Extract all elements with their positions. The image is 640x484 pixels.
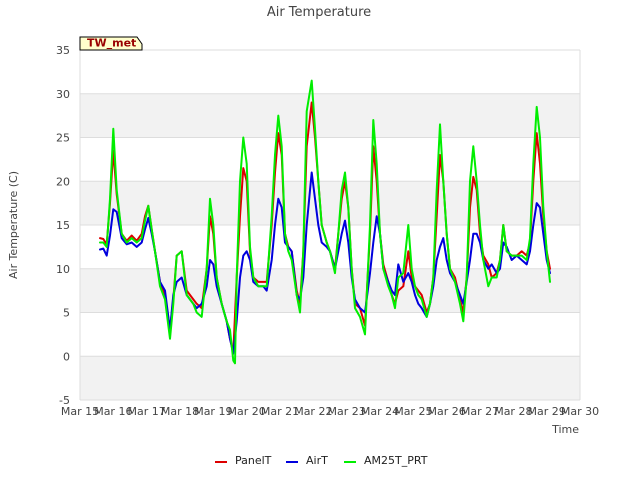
x-tick-label: Mar 28 — [494, 405, 532, 418]
x-tick-label: Mar 19 — [194, 405, 232, 418]
y-tick-label: 35 — [56, 44, 70, 57]
station-badge: TW_met — [79, 36, 143, 51]
y-tick-label: 25 — [56, 132, 70, 145]
x-tick-label: Mar 30 — [561, 405, 599, 418]
x-tick-label: Mar 29 — [528, 405, 566, 418]
x-tick-label: Mar 15 — [61, 405, 99, 418]
legend-item-am25t_prt: AM25T_PRT — [344, 454, 428, 467]
y-tick-label: 5 — [63, 307, 70, 320]
legend-label: AirT — [306, 454, 328, 467]
plot-band — [80, 93, 580, 138]
plot-band — [80, 181, 580, 225]
x-axis-label: Time — [551, 423, 579, 436]
legend-label: AM25T_PRT — [364, 454, 428, 467]
y-tick-label: 0 — [63, 350, 70, 363]
plot-bands — [80, 93, 580, 400]
y-axis-label: Air Temperature (C) — [7, 171, 20, 279]
x-tick-label: Mar 20 — [228, 405, 266, 418]
x-tick-label: Mar 22 — [294, 405, 332, 418]
x-tick-label: Mar 24 — [361, 405, 399, 418]
x-tick-label: Mar 23 — [328, 405, 366, 418]
chart-title: Air Temperature — [267, 5, 371, 20]
x-tick-label: Mar 21 — [261, 405, 299, 418]
x-tick-label: Mar 26 — [428, 405, 466, 418]
plot-band — [80, 356, 580, 400]
x-tick-label: Mar 16 — [94, 405, 132, 418]
y-tick-label: 15 — [56, 219, 70, 232]
y-tick-label: 20 — [56, 175, 70, 188]
plot-band — [80, 268, 580, 313]
x-tick-label: Mar 27 — [461, 405, 499, 418]
legend-item-airt: AirT — [286, 454, 328, 467]
x-tick-label: Mar 25 — [394, 405, 432, 418]
x-tick-label: Mar 18 — [161, 405, 199, 418]
legend-label: PanelT — [235, 454, 272, 467]
legend-item-panelt: PanelT — [215, 454, 272, 467]
y-tick-label: -5 — [59, 394, 70, 407]
legend: PanelT AirT AM25T_PRT — [215, 454, 428, 467]
series-line-am25t_prt — [99, 79, 551, 365]
y-axis-ticks: -5 0 5 10 15 20 25 30 35 — [56, 44, 70, 407]
x-tick-label: Mar 17 — [128, 405, 166, 418]
y-tick-label: 10 — [56, 263, 70, 276]
series-lines — [99, 79, 551, 365]
gridlines — [79, 49, 581, 401]
y-tick-label: 30 — [56, 88, 70, 101]
station-badge-label: TW_met — [87, 37, 136, 50]
